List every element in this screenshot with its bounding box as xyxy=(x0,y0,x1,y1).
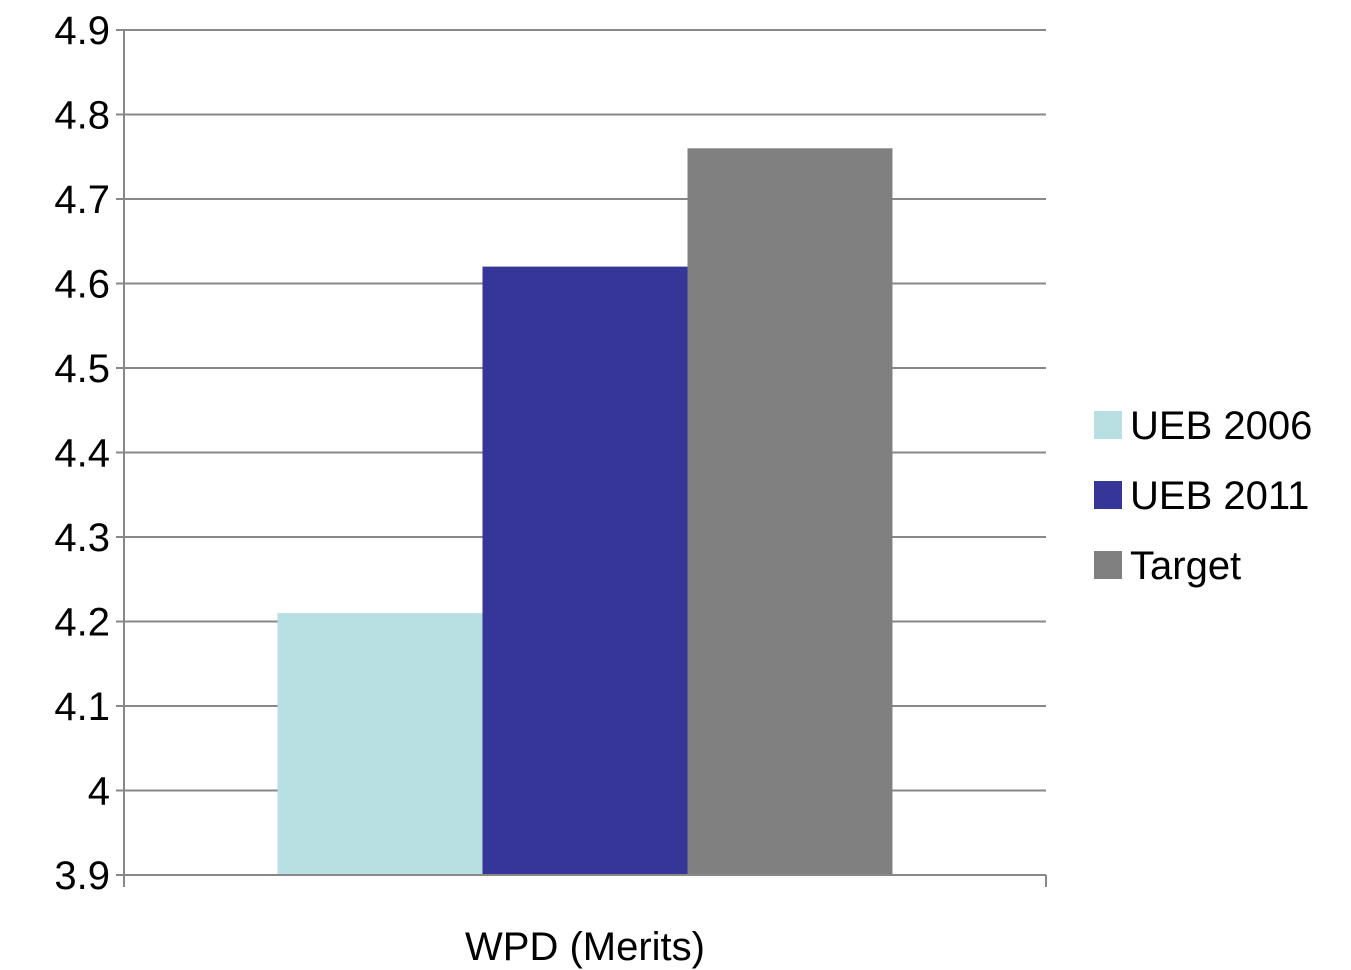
y-tick-label: 4.7 xyxy=(54,178,110,222)
legend: UEB 2006 UEB 2011 Target xyxy=(1094,404,1312,588)
y-tick-label: 4.6 xyxy=(54,263,110,307)
y-tick-labels: 3.9 4 4.1 4.2 4.3 4.4 4.5 4.6 4.7 4.8 4.9 xyxy=(54,9,110,898)
x-category-label: WPD (Merits) xyxy=(465,925,705,969)
legend-label: Target xyxy=(1130,544,1241,588)
y-tick-label: 3.9 xyxy=(54,854,110,898)
bars xyxy=(277,148,893,876)
bar-ueb-2006 xyxy=(277,613,483,875)
y-tick-label: 4.1 xyxy=(54,685,110,729)
y-tick-label: 4.4 xyxy=(54,432,110,476)
y-tick-label: 4 xyxy=(88,770,110,814)
axes xyxy=(116,29,1047,887)
y-tick-label: 4.9 xyxy=(54,9,110,53)
legend-swatch-target xyxy=(1094,551,1122,579)
x-category-labels: WPD (Merits) xyxy=(465,925,705,969)
y-tick-label: 4.3 xyxy=(54,516,110,560)
y-tick-label: 4.2 xyxy=(54,601,110,645)
legend-swatch-ueb-2006 xyxy=(1094,411,1122,439)
y-tick-label: 4.8 xyxy=(54,94,110,138)
legend-label: UEB 2011 xyxy=(1130,474,1309,518)
bar-target xyxy=(687,148,893,876)
legend-swatch-ueb-2011 xyxy=(1094,481,1122,509)
bar-ueb-2011 xyxy=(482,266,688,876)
y-tick-label: 4.5 xyxy=(54,347,110,391)
legend-label: UEB 2006 xyxy=(1130,404,1312,448)
